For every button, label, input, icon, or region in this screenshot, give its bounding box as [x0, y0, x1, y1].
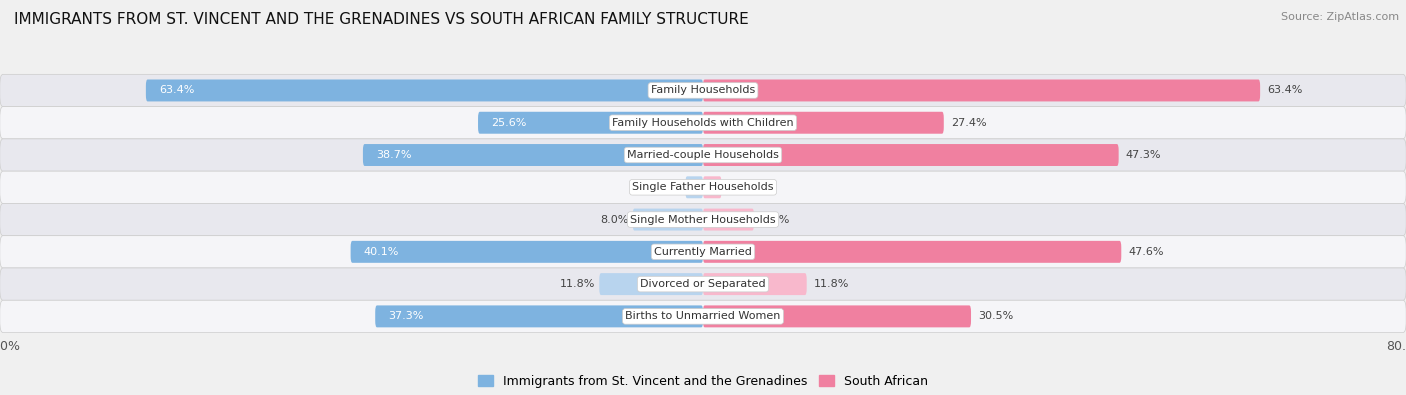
Text: 25.6%: 25.6% [491, 118, 527, 128]
Text: 63.4%: 63.4% [159, 85, 194, 96]
FancyBboxPatch shape [703, 209, 754, 231]
FancyBboxPatch shape [703, 112, 943, 134]
Text: 11.8%: 11.8% [560, 279, 595, 289]
Text: 47.3%: 47.3% [1126, 150, 1161, 160]
Text: Family Households with Children: Family Households with Children [612, 118, 794, 128]
FancyBboxPatch shape [0, 139, 1406, 171]
FancyBboxPatch shape [0, 74, 1406, 107]
FancyBboxPatch shape [0, 203, 1406, 236]
FancyBboxPatch shape [478, 112, 703, 134]
FancyBboxPatch shape [363, 144, 703, 166]
Text: 2.1%: 2.1% [728, 182, 756, 192]
FancyBboxPatch shape [686, 176, 703, 198]
FancyBboxPatch shape [703, 144, 1119, 166]
Text: 63.4%: 63.4% [1267, 85, 1302, 96]
Text: Family Households: Family Households [651, 85, 755, 96]
Legend: Immigrants from St. Vincent and the Grenadines, South African: Immigrants from St. Vincent and the Gren… [478, 375, 928, 388]
FancyBboxPatch shape [0, 236, 1406, 268]
Text: IMMIGRANTS FROM ST. VINCENT AND THE GRENADINES VS SOUTH AFRICAN FAMILY STRUCTURE: IMMIGRANTS FROM ST. VINCENT AND THE GREN… [14, 12, 749, 27]
Text: Divorced or Separated: Divorced or Separated [640, 279, 766, 289]
FancyBboxPatch shape [633, 209, 703, 231]
FancyBboxPatch shape [703, 79, 1260, 102]
FancyBboxPatch shape [350, 241, 703, 263]
FancyBboxPatch shape [375, 305, 703, 327]
Text: Currently Married: Currently Married [654, 247, 752, 257]
Text: 8.0%: 8.0% [600, 214, 628, 225]
FancyBboxPatch shape [599, 273, 703, 295]
Text: 2.0%: 2.0% [652, 182, 681, 192]
FancyBboxPatch shape [703, 305, 972, 327]
Text: 37.3%: 37.3% [388, 311, 423, 322]
FancyBboxPatch shape [0, 300, 1406, 333]
Text: 27.4%: 27.4% [950, 118, 987, 128]
Text: Married-couple Households: Married-couple Households [627, 150, 779, 160]
FancyBboxPatch shape [0, 107, 1406, 139]
Text: Single Father Households: Single Father Households [633, 182, 773, 192]
Text: Births to Unmarried Women: Births to Unmarried Women [626, 311, 780, 322]
Text: 30.5%: 30.5% [979, 311, 1014, 322]
FancyBboxPatch shape [0, 171, 1406, 203]
Text: 5.8%: 5.8% [761, 214, 789, 225]
FancyBboxPatch shape [703, 176, 721, 198]
Text: 11.8%: 11.8% [814, 279, 849, 289]
FancyBboxPatch shape [703, 273, 807, 295]
Text: 38.7%: 38.7% [375, 150, 412, 160]
FancyBboxPatch shape [146, 79, 703, 102]
FancyBboxPatch shape [703, 241, 1122, 263]
Text: Single Mother Households: Single Mother Households [630, 214, 776, 225]
FancyBboxPatch shape [0, 268, 1406, 300]
Text: 40.1%: 40.1% [364, 247, 399, 257]
Text: 47.6%: 47.6% [1129, 247, 1164, 257]
Text: Source: ZipAtlas.com: Source: ZipAtlas.com [1281, 12, 1399, 22]
